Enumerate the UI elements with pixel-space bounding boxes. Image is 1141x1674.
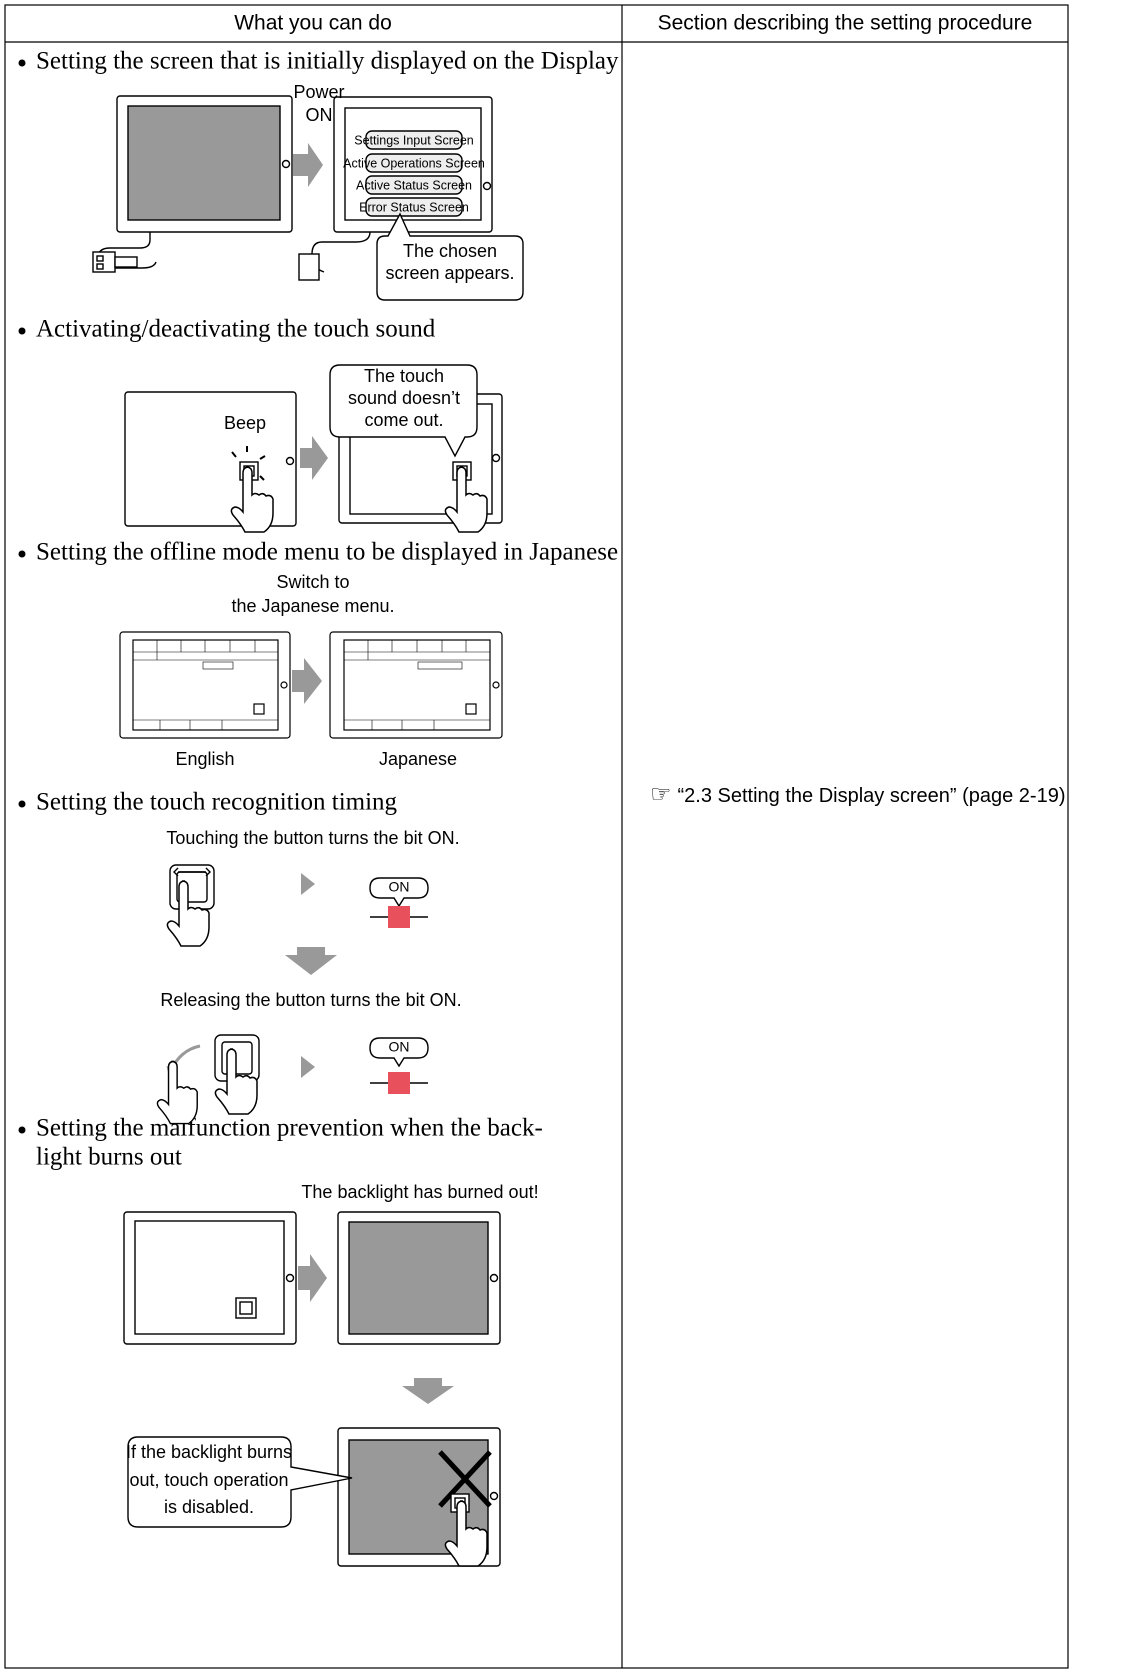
figure-touch-timing-polygon [285, 947, 337, 975]
figure-language-path [133, 640, 278, 730]
callout-text: sound doesn’t [348, 388, 460, 408]
figure-text: Releasing the button turns the bit ON. [160, 990, 461, 1010]
figure-backlight [123, 1211, 501, 1567]
figure-startup-screen-rect [298, 253, 320, 281]
figure-backlight-circle [489, 1491, 499, 1501]
bullets-circle [18, 1126, 26, 1134]
figure-language-polygon [292, 658, 322, 704]
figure-touch-sound-circle [491, 453, 501, 463]
figure-startup-screen-rect [365, 175, 463, 195]
figure-startup-screen-rect [365, 197, 463, 217]
figure-touch-timing-path [369, 877, 429, 908]
item-text: Setting the touch recognition timing [36, 789, 398, 816]
figure-backlight-rect [239, 1301, 253, 1315]
figure-startup-screen-path [376, 212, 524, 301]
figure-startup-screen-rect [96, 263, 104, 270]
bullets-circle [18, 59, 26, 67]
figure-touch-timing-path [369, 1037, 429, 1068]
figure-backlight-circle [489, 1273, 499, 1283]
figure-startup-screen-rect [96, 255, 104, 262]
figure-language-rect [132, 639, 279, 731]
figure-language-rect [202, 661, 234, 670]
item-text: Setting the screen that is initially dis… [36, 48, 619, 75]
table-frame [4, 4, 1069, 1669]
figure-touch-timing-path [173, 867, 211, 877]
figure-backlight-circle [285, 1273, 295, 1283]
figure-touch-timing-rect [388, 1072, 410, 1094]
figure-startup-screen [92, 95, 524, 301]
item-text: Setting the malfunction prevention when … [36, 1115, 543, 1142]
figure-backlight-path [127, 1436, 353, 1528]
figure-text: The backlight has burned out! [301, 1182, 538, 1202]
figure-label: English [175, 749, 234, 769]
reference-text[interactable]: “2.3 Setting the Display screen” (page 2… [677, 785, 1066, 807]
figure-touch-timing-rect [388, 906, 410, 928]
callout-text: come out. [364, 410, 443, 430]
figure-language-rect [343, 639, 491, 731]
figure-language-rect [253, 703, 265, 715]
figure-touch-sound-path [329, 364, 478, 458]
figure-touch-sound-circle [285, 456, 295, 466]
figure-startup-screen-rect [127, 105, 281, 221]
figure-text: Touching the button turns the bit ON. [166, 828, 459, 848]
figure-touch-sound [124, 364, 503, 533]
figure-text: ON [306, 105, 333, 125]
figure-startup-screen-rect [365, 130, 463, 150]
figure-startup-screen-polygon [293, 143, 323, 187]
header-cell: What you can do [234, 12, 392, 35]
item-text: Setting the offline mode menu to be disp… [36, 539, 618, 566]
bit-state: ON [389, 1039, 410, 1055]
callout-text: screen appears. [385, 263, 514, 283]
callout-text: out, touch operation [129, 1470, 288, 1490]
figure-backlight-polygon [402, 1378, 454, 1404]
figure-language-circle [280, 681, 288, 689]
figure-touch-timing-polygon [301, 873, 315, 895]
figure-label: Japanese [379, 749, 457, 769]
bullets-circle [18, 800, 26, 808]
callout-text: is disabled. [164, 1497, 254, 1517]
figure-backlight-path [438, 1450, 492, 1508]
bullets [18, 59, 26, 1134]
figure-language-rect [417, 661, 463, 670]
figure-text: Beep [224, 413, 266, 433]
figure-language-path [344, 640, 490, 730]
callout-text: If the backlight burns [126, 1442, 292, 1462]
figure-text: the Japanese menu. [231, 596, 394, 616]
figure-language-circle [492, 681, 500, 689]
figure-backlight-polygon [298, 1254, 327, 1302]
figure-startup-screen-rect [114, 256, 138, 268]
figure-touch-timing [156, 864, 429, 1125]
figure-startup-screen-circle [281, 159, 291, 169]
figure-text: Switch to [276, 572, 349, 592]
figure-touch-sound-polygon [300, 436, 328, 480]
callout-text: The chosen [403, 241, 497, 261]
header-cell: Section describing the setting procedure [658, 12, 1033, 35]
figure-language-rect [465, 703, 477, 715]
bullets-circle [18, 550, 26, 558]
figure-startup-screen-rect [365, 153, 463, 173]
figure-touch-sound-rect [124, 391, 297, 527]
figure-language [119, 631, 503, 739]
figure-text: Power [293, 82, 344, 102]
figure-backlight-rect [134, 1220, 285, 1335]
bit-state: ON [389, 879, 410, 895]
callout-text: The touch [364, 366, 444, 386]
screen-button: Active Operations Screen [343, 156, 485, 170]
bullets-circle [18, 327, 26, 335]
figure-startup-screen-circle [482, 181, 492, 191]
table-frame-rect [4, 4, 1069, 1669]
reference: ☞ “2.3 Setting the Display screen” (page … [650, 783, 1072, 808]
figure-touch-sound-path [231, 446, 266, 481]
screen-button: Error Status Screen [359, 200, 469, 214]
reference-icon: ☞ [650, 781, 672, 808]
item-text: Activating/deactivating the touch sound [36, 316, 436, 343]
figure-touch-timing-polygon [301, 1056, 315, 1078]
screen-button: Active Status Screen [356, 178, 472, 192]
item-text: light burns out [36, 1144, 182, 1171]
figure-backlight-rect [348, 1221, 489, 1335]
screen-button: Settings Input Screen [354, 133, 474, 147]
figure-startup-screen-path [311, 231, 371, 273]
